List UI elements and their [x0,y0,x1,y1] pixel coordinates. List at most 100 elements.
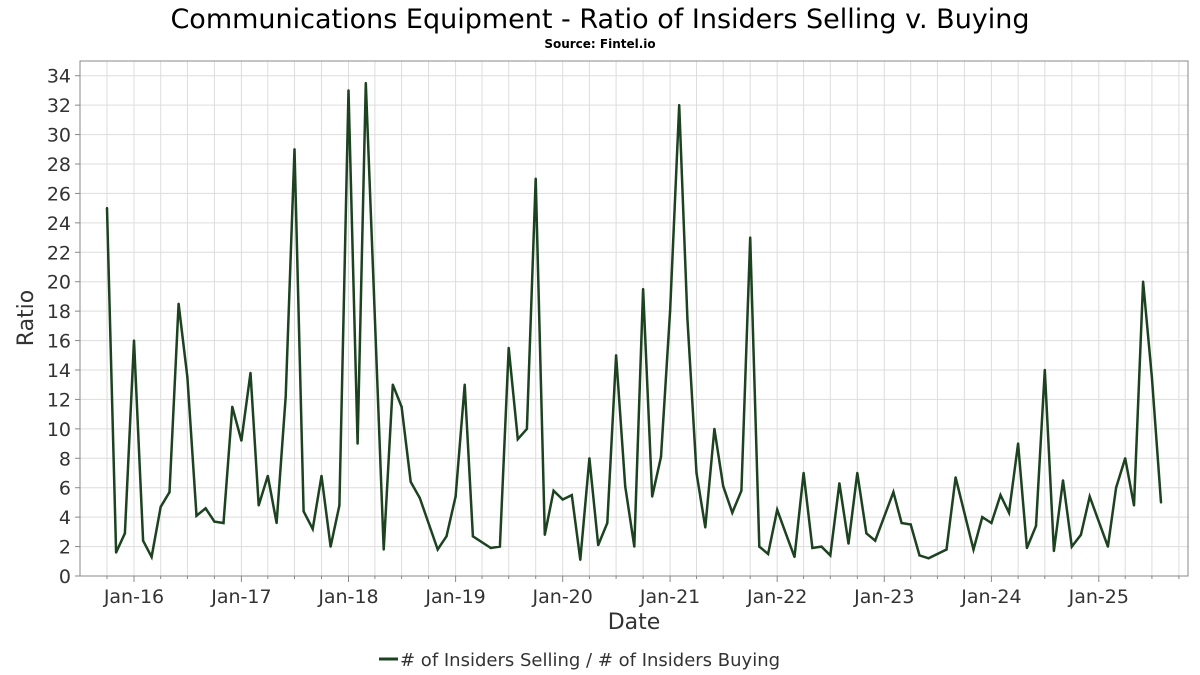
x-tick-label: Jan-23 [853,586,914,608]
data-point [463,383,466,386]
data-point [338,504,341,507]
x-tick-label: Jan-16 [103,586,164,608]
data-point [731,511,734,514]
y-tick-label: 16 [47,331,71,353]
data-point [534,177,537,180]
data-point [597,543,600,547]
y-tick-label: 18 [47,301,71,323]
data-point [507,346,510,350]
data-point [847,542,850,545]
data-point [471,535,475,538]
data-point [222,521,225,525]
data-point [820,545,823,548]
data-point [856,471,859,475]
data-point [865,532,868,535]
data-point [651,495,654,498]
data-point [1150,376,1154,379]
y-tick-label: 32 [47,95,71,117]
data-point [785,533,788,536]
x-tick-label: Jan-20 [532,586,593,608]
data-point [489,546,492,550]
data-point [588,457,591,460]
chart-subtitle: Source: Fintel.io [544,37,655,51]
x-tick-label: Jan-22 [746,586,807,608]
x-tick-label: Jan-17 [210,586,271,608]
y-tick-label: 28 [47,154,71,176]
data-point [347,89,350,92]
data-point [186,376,189,379]
data-point [543,533,546,536]
series-layer [105,81,1163,561]
data-point [1061,479,1065,482]
x-tick-label: Jan-24 [960,586,1021,608]
data-point [498,545,502,548]
data-point [1124,457,1127,460]
data-point [391,383,394,386]
legend-label: # of Insiders Selling / # of Insiders Bu… [400,650,780,671]
data-point [927,557,930,560]
data-point [766,552,770,556]
data-point [740,489,743,492]
x-tick-label: Jan-21 [639,586,700,608]
data-point [659,455,663,458]
data-point [874,539,877,542]
data-point [570,493,573,497]
data-point [606,521,609,525]
y-tick-label: 4 [59,507,71,529]
data-point [1052,549,1056,553]
data-point [150,555,153,559]
data-point [400,405,403,408]
data-point [722,485,725,488]
data-point [945,548,948,551]
data-point [749,236,752,239]
y-axis-label: Ratio [14,290,39,346]
data-point [240,439,243,442]
data-point [1079,533,1083,536]
data-point [382,548,385,551]
data-point [811,546,814,550]
data-point [204,507,207,510]
data-point [418,496,421,500]
y-tick-label: 8 [59,448,71,470]
y-tick-label: 10 [47,419,71,441]
data-point [373,317,377,320]
data-point [275,521,278,525]
data-point [159,505,162,508]
data-point [829,554,832,557]
data-point [516,438,519,441]
data-point [892,490,895,494]
y-tick-label: 6 [59,478,71,500]
data-point [704,526,707,529]
data-point [284,395,287,398]
data-point [1114,486,1118,489]
data-point [900,521,903,525]
data-point [909,523,912,526]
y-tick-label: 26 [47,183,71,205]
data-point [972,548,975,551]
y-tick-label: 20 [47,272,71,294]
data-point [1088,495,1091,498]
y-tick-label: 12 [47,389,71,411]
data-point [231,405,234,408]
y-tick-label: 24 [47,213,71,235]
x-tick-label: Jan-18 [317,586,378,608]
data-point [1025,546,1029,550]
data-point [918,554,921,557]
data-point [302,510,305,513]
data-point [954,476,957,479]
data-point [454,495,457,498]
data-point [132,339,136,342]
data-point [105,206,109,210]
data-point [678,103,681,107]
data-point [213,520,216,523]
data-point [624,485,627,488]
y-tick-label: 34 [47,66,71,88]
data-point [1016,442,1020,445]
x-axis-label: Date [608,610,661,635]
data-point [168,490,171,494]
data-point [1141,280,1145,283]
data-point [249,371,252,375]
data-point [695,471,698,475]
